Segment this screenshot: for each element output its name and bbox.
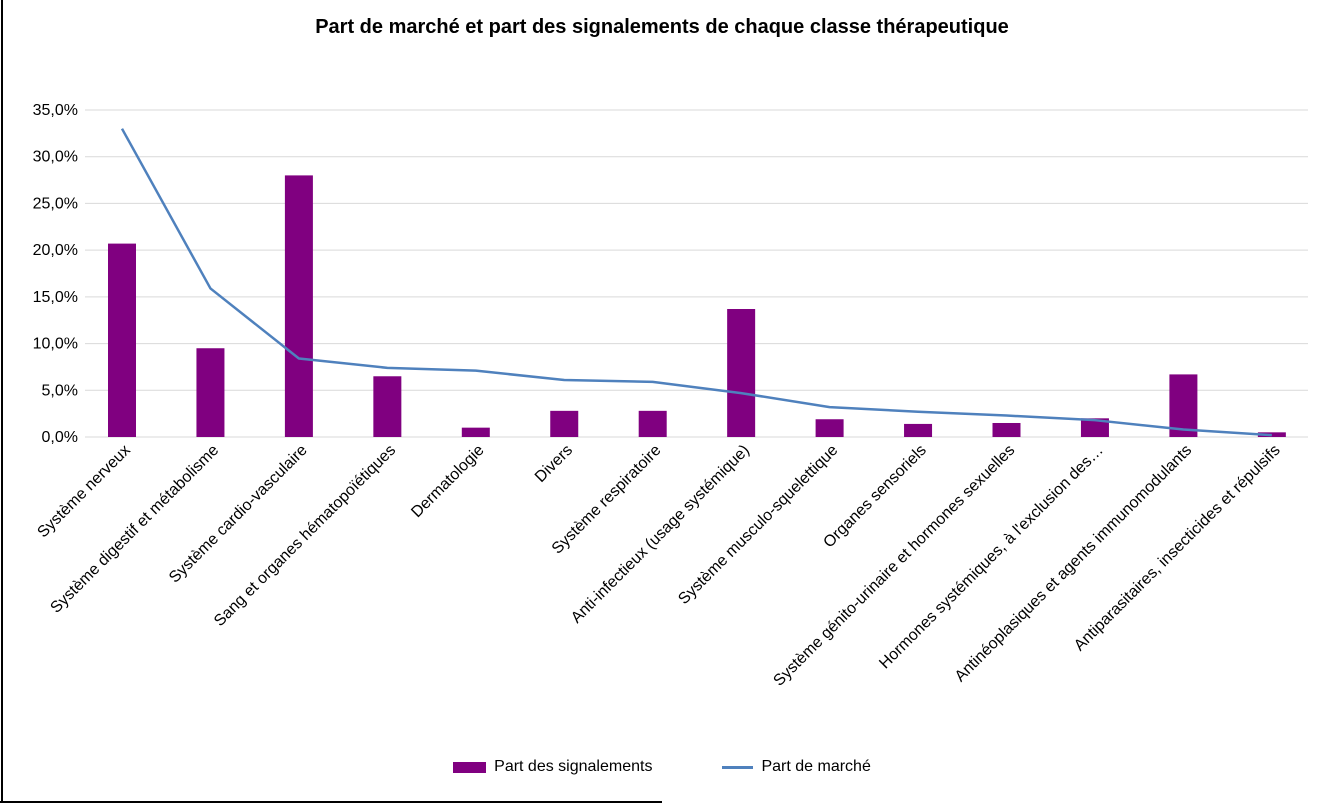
x-axis-category-label: Système musculo-squelettique [675, 442, 841, 608]
x-axis-category-label: Système nerveux [34, 442, 133, 541]
bar-part-des-signalements [108, 243, 136, 437]
x-axis-category-label: Anti-infectieux (usage systémique) [568, 442, 753, 627]
x-axis-category-label: Dermatologie [408, 442, 487, 521]
left-border-line [1, 0, 3, 803]
y-axis-tick-label: 5,0% [42, 382, 78, 399]
x-axis-category-label: Sang et organes hématopoïétiques [211, 442, 399, 630]
legend-item-marche: Part de marché [722, 758, 871, 776]
bottom-border-line [0, 801, 662, 803]
y-axis-tick-label: 0,0% [42, 429, 78, 446]
bar-part-des-signalements [1080, 418, 1109, 437]
bar-part-des-signalements [992, 422, 1021, 437]
bar-part-des-signalements [815, 419, 844, 437]
chart-title: Part de marché et part des signalements … [315, 16, 1009, 38]
y-axis-tick-label: 20,0% [33, 242, 78, 259]
y-axis-tick-label: 10,0% [33, 336, 78, 353]
legend-label-signalements: Part des signalements [494, 758, 653, 775]
legend-label-marche: Part de marché [761, 758, 871, 775]
bar-part-des-signalements [904, 423, 933, 437]
bar-part-des-signalements [461, 427, 490, 437]
bar-part-des-signalements [1169, 374, 1198, 437]
legend: Part des signalements Part de marché [0, 758, 1324, 776]
x-axis-category-label: Divers [532, 442, 576, 486]
x-axis-category-label: Système digestif et métabolisme [47, 442, 222, 617]
bar-part-des-signalements [550, 410, 579, 437]
y-axis-tick-label: 25,0% [33, 195, 78, 212]
bar-series-swatch-icon [453, 761, 487, 773]
y-axis-tick-label: 15,0% [33, 289, 78, 306]
bar-part-des-signalements [638, 410, 667, 437]
bar-part-des-signalements [373, 376, 402, 437]
y-axis-tick-label: 30,0% [33, 149, 78, 166]
bar-part-des-signalements [284, 175, 313, 437]
y-axis-tick-label: 35,0% [33, 102, 78, 119]
x-axis-category-label: Antiparasitaires, insecticides et répuls… [1071, 442, 1284, 655]
line-series-swatch-icon [722, 765, 754, 769]
bar-part-des-signalements [196, 348, 225, 437]
line-part-de-marche [120, 128, 1272, 437]
legend-item-signalements: Part des signalements [453, 758, 652, 776]
bar-part-des-signalements [727, 309, 756, 437]
